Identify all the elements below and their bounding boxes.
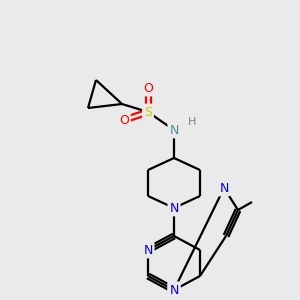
Text: H: H	[188, 117, 196, 127]
Text: N: N	[219, 182, 229, 194]
Text: N: N	[169, 124, 179, 136]
Text: O: O	[143, 82, 153, 94]
Text: N: N	[169, 284, 179, 296]
Text: N: N	[143, 244, 153, 256]
Text: N: N	[169, 284, 179, 296]
Text: S: S	[144, 106, 152, 118]
Text: N: N	[169, 202, 179, 214]
Text: O: O	[119, 113, 129, 127]
